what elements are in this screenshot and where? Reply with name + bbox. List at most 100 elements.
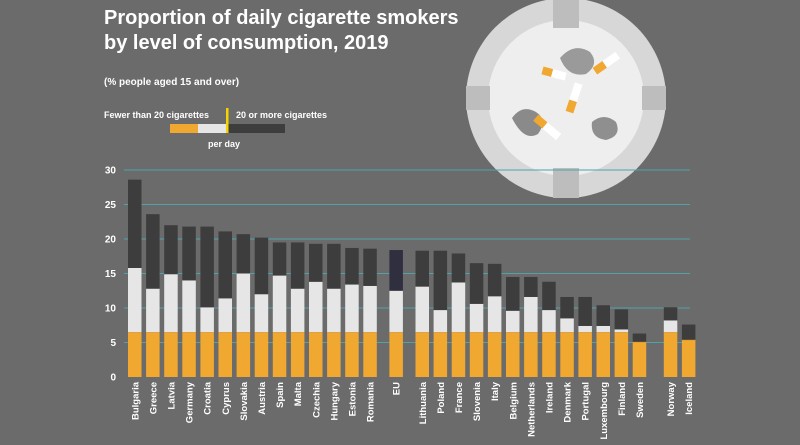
bar-denmark: [560, 296, 574, 377]
bar-iceland: [681, 324, 696, 377]
bar-filter-segment: [218, 332, 232, 377]
bar-filter-segment: [290, 332, 305, 377]
x-axis-labels: Bulgaria Greece Latvia Germany Croatia Cyprus…: [130, 381, 695, 439]
bar-filter-segment: [415, 332, 429, 377]
bar-belgium: [506, 276, 520, 377]
cigarette-butt-3: [533, 114, 562, 141]
bar-filter-segment: [272, 332, 287, 377]
bar-more-segment: [272, 242, 287, 276]
butt-2-filter: [592, 61, 608, 75]
title-line-1: Proportion of daily cigarette smokers: [104, 7, 459, 29]
ashtray-notch-left: [466, 86, 490, 110]
x-tick-label: Slovenia: [472, 381, 483, 421]
x-tick-label: Spain: [275, 382, 286, 408]
ash-pile-top: [560, 48, 595, 75]
legend-divider: [226, 108, 229, 133]
cigarette-butt-2: [592, 51, 621, 75]
bar-france: [451, 253, 466, 377]
bar-fewer-segment: [290, 288, 305, 333]
cigarette-butt-4: [541, 66, 567, 81]
bar-more-segment: [146, 214, 160, 289]
x-tick-label: EU: [392, 382, 403, 395]
y-axis: 0 5 10 15 20 25 30: [105, 166, 117, 384]
ashtray-notch-top: [553, 0, 579, 28]
bar-filter-segment: [663, 332, 678, 377]
butt-4-filter: [541, 66, 554, 77]
butt-1-filter: [565, 99, 577, 114]
bar-fewer-segment: [663, 320, 678, 333]
x-tick-label: Sweden: [635, 382, 646, 418]
bar-fewer-segment: [560, 318, 574, 333]
x-tick-label: Germany: [185, 381, 196, 423]
x-tick-label: Czechia: [311, 381, 322, 418]
bar-fewer-segment: [200, 307, 214, 333]
x-tick-label: Ireland: [544, 382, 555, 413]
bar-filter-segment: [596, 332, 610, 377]
bar-fewer-segment: [524, 296, 538, 333]
bar-more-segment: [236, 234, 251, 274]
x-tick-label: Romania: [366, 381, 377, 422]
bar-luxembourg: [596, 305, 610, 377]
y-tick-label: 5: [110, 338, 116, 349]
bar-romania: [363, 248, 377, 377]
y-tick-label: 15: [105, 269, 117, 280]
bar-sweden: [632, 333, 647, 377]
bar-filter-segment: [542, 332, 556, 377]
bar-fewer-segment: [218, 298, 232, 333]
bar-more-segment: [614, 309, 629, 330]
butt-1-paper: [569, 82, 583, 102]
bar-more-segment: [128, 179, 142, 268]
x-tick-label: Belgium: [508, 382, 519, 419]
x-tick-label: Austria: [257, 381, 268, 414]
bar-germany: [182, 226, 196, 377]
bar-more-segment: [632, 333, 647, 342]
legend-ash-swatch: [228, 124, 285, 133]
bar-croatia: [200, 226, 214, 377]
x-tick-label: France: [454, 382, 465, 413]
bar-more-segment: [254, 237, 269, 295]
bar-hungary: [327, 243, 341, 377]
bar-filter-segment: [524, 332, 538, 377]
bar-fewer-segment: [164, 274, 178, 333]
x-tick-label: Slovakia: [239, 381, 250, 420]
bar-fewer-segment: [389, 290, 403, 333]
bars: [128, 179, 696, 377]
bar-fewer-segment: [146, 288, 160, 333]
bar-more-segment: [389, 250, 403, 291]
x-tick-label: Lithuania: [418, 381, 429, 424]
bar-fewer-segment: [614, 329, 629, 333]
bar-filter-segment: [254, 332, 269, 377]
bar-fewer-segment: [345, 284, 359, 333]
x-tick-label: Portugal: [581, 382, 592, 421]
x-tick-label: Greece: [148, 382, 159, 414]
bar-fewer-segment: [272, 275, 287, 333]
bar-more-segment: [681, 324, 696, 340]
bar-malta: [290, 242, 305, 377]
bar-more-segment: [524, 276, 538, 297]
bar-more-segment: [200, 226, 214, 308]
bar-ireland: [542, 281, 556, 377]
cigarette-butt-1: [565, 82, 583, 114]
x-tick-label: Iceland: [684, 382, 695, 415]
title-line-2: by level of consumption, 2019: [104, 32, 389, 54]
butt-2-paper: [602, 51, 621, 68]
x-tick-label: Latvia: [166, 381, 177, 409]
bar-fewer-segment: [506, 310, 520, 333]
y-tick-label: 10: [105, 304, 117, 315]
bar-slovenia: [469, 263, 484, 377]
y-tick-label: 30: [105, 166, 117, 177]
x-tick-label: Finland: [617, 382, 628, 416]
x-tick-label: Estonia: [347, 381, 358, 416]
bar-portugal: [578, 296, 592, 377]
bar-filter-segment: [506, 332, 520, 377]
y-tick-label: 25: [105, 200, 117, 211]
x-tick-label: Malta: [293, 381, 304, 406]
bar-italy: [487, 263, 502, 377]
bar-filter-segment: [327, 332, 341, 377]
bar-austria: [254, 237, 269, 377]
bar-filter-segment: [469, 332, 484, 377]
bar-more-segment: [363, 248, 377, 286]
bar-lithuania: [415, 250, 429, 377]
bar-finland: [614, 309, 629, 377]
bar-czechia: [309, 243, 323, 377]
